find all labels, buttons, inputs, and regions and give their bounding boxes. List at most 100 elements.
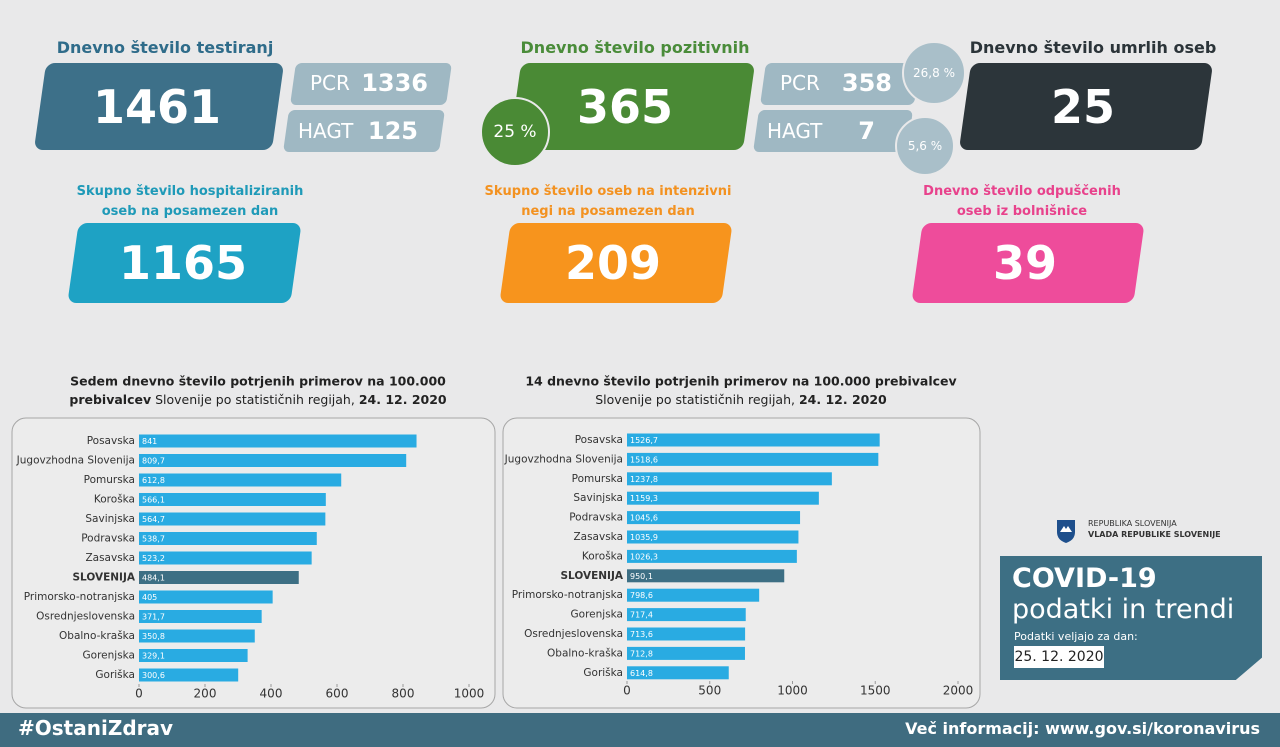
value-label: 523,2: [142, 554, 165, 563]
card-value: 25: [1050, 80, 1116, 134]
card-title: Dnevno število pozitivnih: [520, 38, 750, 57]
bar: [139, 454, 407, 467]
category-label: Obalno-kraška: [59, 630, 135, 642]
government: VLADA REPUBLIKE SLOVENIJE: [1088, 530, 1221, 539]
title-line: Dnevno število odpuščenih: [923, 184, 1121, 199]
chart-panel: [502, 417, 981, 709]
category-label: Koroška: [582, 550, 623, 562]
title-line: negi na posamezen dan: [521, 204, 695, 219]
value-label: 1035,9: [630, 533, 658, 542]
value-label: 564,7: [142, 515, 165, 524]
card-title: Skupno število oseb na intenzivni negi na…: [485, 182, 732, 222]
value-label: 612,8: [142, 476, 165, 485]
value-label: 405: [142, 593, 157, 602]
category-label: Savinjska: [573, 492, 623, 504]
value-label: 717,4: [630, 611, 653, 620]
bar: [627, 646, 745, 660]
value-label: 538,7: [142, 535, 165, 544]
x-tick-label: 1000: [777, 684, 808, 698]
category-label: Osrednjeslovenska: [36, 611, 135, 623]
bar: [139, 668, 239, 682]
mountain: [1060, 526, 1072, 532]
category-label: Savinjska: [85, 513, 135, 525]
bar: [627, 666, 729, 680]
value-label: 1045,6: [630, 514, 658, 523]
bar: [139, 493, 326, 506]
title-part: Slovenije po statističnih regijah,: [155, 392, 355, 407]
bar: [627, 569, 785, 583]
bar: [627, 627, 746, 641]
bar: [139, 629, 255, 643]
value-label: 1159,3: [630, 494, 658, 503]
title-part: prebivalcev: [69, 392, 151, 407]
pill-value: 7: [858, 117, 875, 145]
value-label: 329,1: [142, 652, 165, 661]
chart-title: prebivalcev Slovenije po statističnih re…: [69, 392, 447, 407]
value-label: 809,7: [142, 457, 165, 466]
pill-label: PCR: [780, 71, 820, 95]
value-label: 841: [142, 437, 157, 446]
category-label: Gorenjska: [83, 650, 135, 662]
x-tick-label: 2000: [943, 684, 974, 698]
bar: [139, 532, 317, 545]
category-label: Pomurska: [84, 474, 135, 486]
category-label: Goriška: [95, 669, 135, 681]
coat-of-arms: [1057, 520, 1075, 543]
pill-label: PCR: [310, 71, 350, 95]
pill-value: 125: [367, 117, 418, 145]
bar: [139, 590, 273, 604]
bar: [627, 608, 746, 622]
value-label: 614,8: [630, 669, 653, 678]
category-label: Primorsko-notranjska: [24, 591, 135, 603]
share-circle: 25 %: [480, 97, 550, 167]
x-tick-label: 400: [260, 687, 283, 701]
category-label: Posavska: [87, 435, 135, 447]
value-label: 1518,6: [630, 455, 658, 464]
x-tick-label: 600: [326, 687, 349, 701]
title-line: oseb iz bolnišnice: [956, 204, 1088, 219]
category-label: Koroška: [94, 494, 135, 506]
brand-title: COVID-19: [1012, 563, 1157, 594]
pill-label: HAGT: [298, 119, 354, 143]
chart-title: Slovenije po statističnih regijah, 24. 1…: [595, 392, 887, 407]
value-label: 484,1: [142, 574, 165, 583]
card-value: 39: [992, 236, 1058, 290]
card-value: 209: [564, 236, 662, 290]
category-label: Gorenjska: [571, 609, 623, 621]
x-tick-label: 1500: [860, 684, 891, 698]
category-label: Pomurska: [572, 473, 623, 485]
value-label: 798,6: [630, 591, 653, 600]
bar: [627, 588, 760, 602]
category-label: Podravska: [569, 512, 623, 524]
card-title: Dnevno število umrlih oseb: [969, 38, 1217, 57]
category-label: Zasavska: [573, 531, 623, 543]
value-label: 950,1: [630, 572, 653, 581]
bar: [139, 512, 326, 526]
chart-title: 14 dnevno število potrjenih primerov na …: [525, 374, 956, 389]
value-label: 300,6: [142, 671, 165, 680]
bar: [139, 434, 417, 448]
bar: [627, 452, 879, 466]
value-label: 566,1: [142, 496, 165, 505]
title-line: Skupno število oseb na intenzivni: [484, 184, 732, 199]
title-part: 24. 12. 2020: [359, 392, 447, 407]
title-line: Skupno število hospitaliziranih: [76, 184, 304, 199]
bar: [627, 530, 799, 544]
footer: [0, 713, 1280, 747]
value-label: 371,7: [142, 613, 165, 622]
category-label: Jugovzhodna Slovenija: [504, 453, 623, 465]
bar: [139, 610, 262, 623]
share-circle: 5,6 %: [895, 116, 955, 176]
category-label: Goriška: [583, 667, 623, 679]
title-part: 24. 12. 2020: [799, 392, 887, 407]
x-tick-label: 0: [623, 684, 631, 698]
x-tick-label: 800: [392, 687, 415, 701]
bar: [627, 549, 797, 563]
category-label: Jugovzhodna Slovenija: [16, 455, 135, 467]
card-title: Dnevno število testiranj: [56, 38, 274, 57]
bar: [627, 511, 801, 525]
pill-label: HAGT: [767, 119, 823, 143]
valid-label: Podatki veljajo za dan:: [1014, 630, 1138, 643]
